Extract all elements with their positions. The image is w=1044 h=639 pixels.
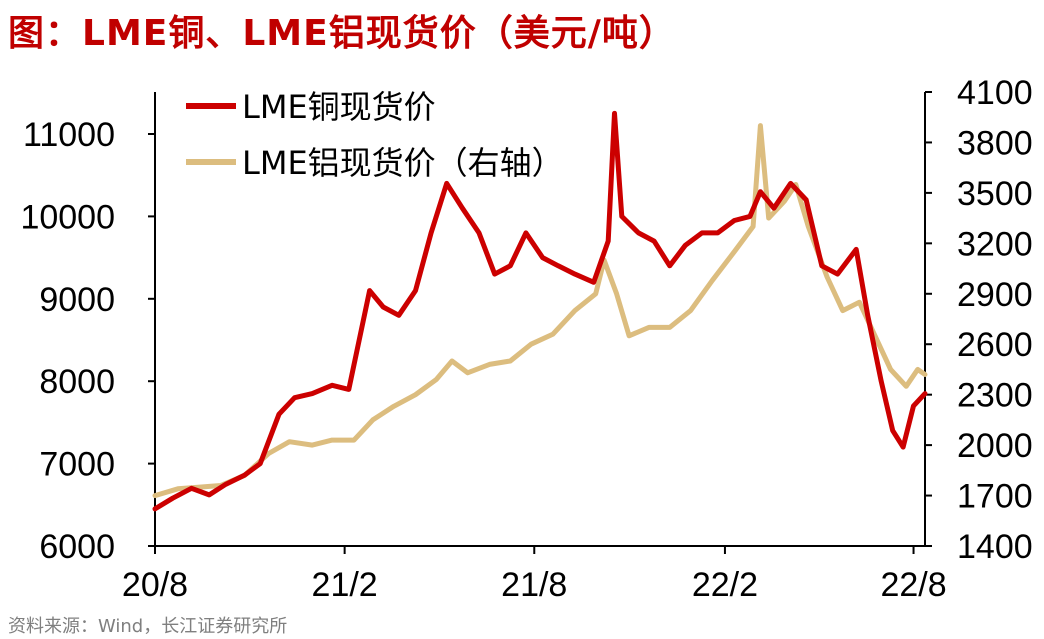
y-right-tick-label: 2900 — [957, 276, 1033, 314]
y-right-tick-label: 2600 — [957, 326, 1033, 364]
legend-label-copper: LME铜现货价 — [242, 88, 436, 126]
y-right-tick-label: 1700 — [957, 478, 1033, 516]
y-left-tick-label: 10000 — [20, 198, 115, 236]
x-tick-label: 20/8 — [122, 566, 188, 604]
y-left-tick-label: 7000 — [39, 446, 115, 484]
y-left-tick-label: 8000 — [39, 363, 115, 401]
y-right-tick-label: 2300 — [957, 377, 1033, 415]
chart-title: 图：LME铜、LME铝现货价（美元/吨） — [8, 13, 676, 54]
x-tick-label: 21/2 — [312, 566, 378, 604]
y-right-tick-label: 4100 — [957, 74, 1033, 112]
y-left-tick-label: 9000 — [39, 281, 115, 319]
y-right-tick-label: 3800 — [957, 124, 1033, 162]
y-right-tick-label: 3200 — [957, 225, 1033, 263]
source-note: 资料来源：Wind，长江证券研究所 — [8, 616, 288, 637]
x-tick-label: 22/8 — [880, 566, 946, 604]
y-right-tick-label: 3500 — [957, 175, 1033, 213]
copper-price-line — [152, 110, 928, 512]
x-tick-label: 22/2 — [692, 566, 758, 604]
legend-label-aluminum: LME铝现货价（右轴） — [242, 144, 564, 182]
y-left-tick-label: 11000 — [23, 116, 115, 154]
legend: LME铜现货价 LME铝现货价（右轴） — [186, 88, 564, 182]
y-right-tick-label: 2000 — [957, 427, 1033, 465]
chart-axes: 6000 7000 8000 9000 10000 11000 1400 1700 2000 23… — [20, 74, 1032, 604]
y-left-tick-label: 6000 — [39, 528, 115, 566]
series-layer — [152, 110, 928, 512]
y-right-tick-label: 1400 — [957, 528, 1033, 566]
x-tick-label: 21/8 — [501, 566, 567, 604]
